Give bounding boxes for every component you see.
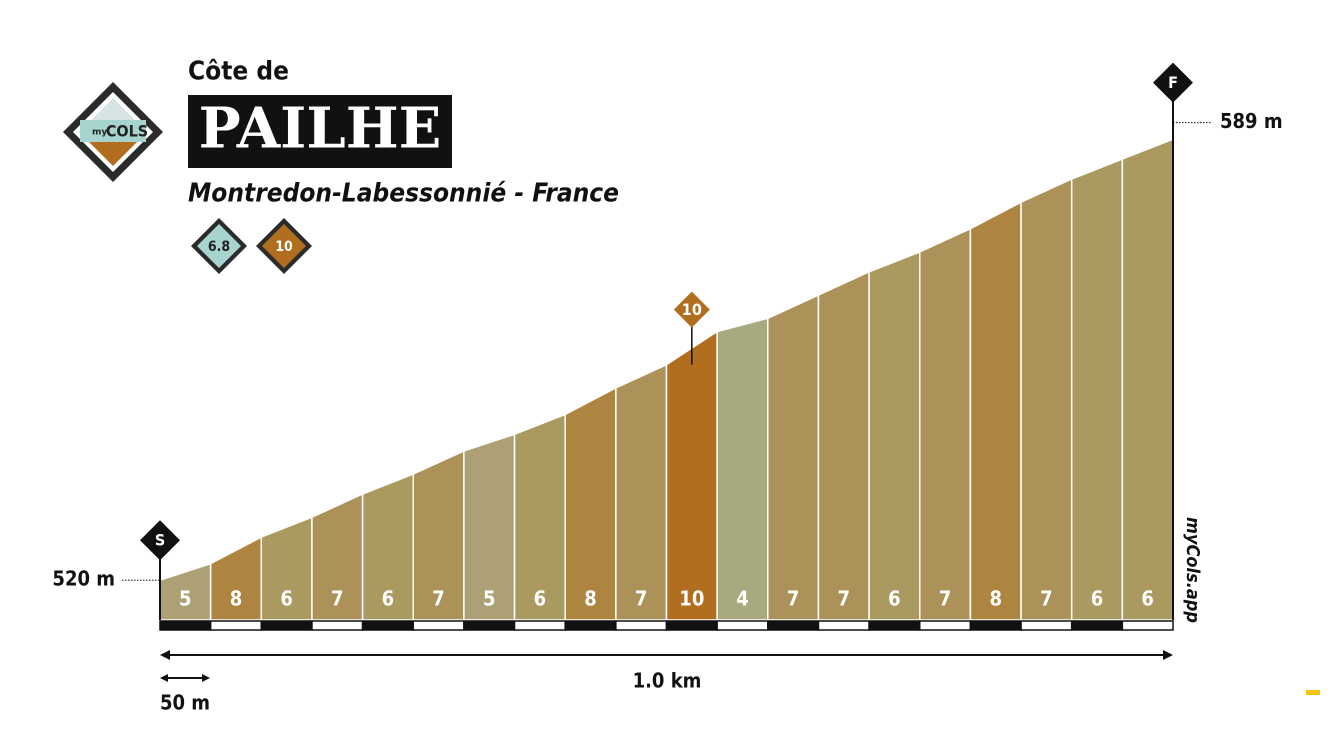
scale-bar (159, 620, 212, 631)
segment (1020, 177, 1073, 621)
gradient-label: 7 (787, 587, 800, 611)
marker (1153, 62, 1193, 103)
scale-bar (716, 620, 769, 631)
gradient-label: 8 (989, 587, 1002, 611)
scale-bar (615, 620, 668, 631)
scale-bar (1020, 620, 1073, 631)
scale-bar (969, 620, 1022, 631)
scale-bar (361, 620, 415, 631)
max-marker-label: 10 (682, 300, 702, 319)
gradient-label: 8 (584, 587, 597, 611)
scale-bar (1070, 620, 1124, 631)
subtitle-top: Côte de (188, 57, 289, 87)
marker-label: S (155, 531, 165, 550)
gradient-label: 4 (736, 587, 749, 611)
scale-bar (817, 620, 870, 631)
scale-bar (513, 620, 566, 631)
scale-bar (665, 620, 718, 631)
segment (716, 317, 769, 621)
segment (919, 227, 972, 621)
badge (197, 224, 241, 268)
watermark: myCols.app (1182, 517, 1203, 623)
gradient-label: 5 (483, 587, 496, 611)
scale-bar (868, 620, 921, 631)
gradient-label: 6 (534, 587, 547, 611)
arrow-head (202, 674, 210, 682)
chart-title: PAILHE (199, 96, 442, 162)
max-marker (673, 291, 710, 328)
scale-bar (260, 620, 313, 631)
marker (140, 520, 180, 561)
scale-bar (919, 620, 972, 631)
gradient-label: 7 (838, 587, 851, 611)
scale-bar (209, 620, 263, 631)
gradient-label: 7 (432, 587, 445, 611)
location: Montredon-Labessonnié - France (188, 179, 619, 209)
start-elevation: 520 m (52, 567, 115, 591)
scale-bar (311, 620, 364, 631)
badge (262, 224, 306, 268)
arrow-head (160, 650, 170, 660)
gradient-label: 7 (1040, 587, 1053, 611)
gradient-label: 6 (1091, 587, 1104, 611)
gradient-label: 7 (331, 587, 344, 611)
scale-bar (564, 620, 617, 631)
segment (564, 386, 617, 621)
segment (868, 250, 921, 621)
corner-mark (1306, 690, 1320, 695)
segment (767, 293, 820, 621)
gradient-label: 8 (230, 587, 243, 611)
gradient-label: 6 (1141, 587, 1154, 611)
segment (969, 200, 1022, 621)
logo: my COLS (63, 82, 163, 182)
gradient-label: 7 (635, 587, 648, 611)
segment (615, 363, 668, 621)
gradient-label: 7 (939, 587, 952, 611)
gradient-label: 10 (679, 587, 704, 611)
gradient-label: 6 (888, 587, 901, 611)
gradient-label: 6 (280, 587, 293, 611)
segment (1070, 158, 1124, 621)
segment (1121, 138, 1174, 621)
scale-bar (767, 620, 820, 631)
title-box (188, 95, 452, 168)
scale-bar (1121, 620, 1174, 631)
scale-bar (463, 620, 516, 631)
logo-big: COLS (106, 122, 148, 141)
total-distance: 1.0 km (633, 669, 702, 693)
scale-bar (412, 620, 465, 631)
segment (665, 330, 718, 621)
arrow-head (160, 674, 168, 682)
max-gradient: 10 (275, 239, 293, 255)
difficulty: 6.8 (208, 239, 230, 255)
arrow-head (1163, 650, 1173, 660)
marker-label: F (1168, 73, 1178, 92)
segment (817, 270, 870, 621)
segment-distance: 50 m (160, 691, 210, 715)
gradient-label: 5 (179, 587, 192, 611)
gradient-label: 6 (382, 587, 395, 611)
end-elevation: 589 m (1220, 109, 1283, 133)
logo-small: my (92, 128, 107, 138)
